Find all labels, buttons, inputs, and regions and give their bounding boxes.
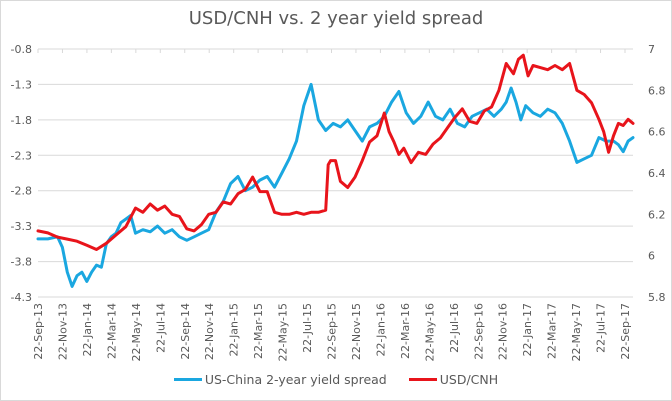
gridlines: [38, 48, 633, 298]
legend-swatch-usdcnh: [408, 378, 437, 381]
x-tick-label: 22-Jul-16: [448, 303, 461, 353]
x-tick-label: 22-Jan-17: [521, 303, 534, 357]
x-tick-label: 22-Jan-14: [81, 303, 94, 357]
y-right-tick-label: 6.2: [648, 208, 666, 221]
x-tick-label: 22-Mar-17: [546, 303, 559, 359]
x-tick-label: 22-Jul-14: [154, 303, 167, 353]
y-right-tick-label: 5.8: [648, 291, 666, 304]
x-tick-label: 22-Nov-13: [56, 303, 69, 360]
y-axis-right: 7 6.8 6.6 6.4 6.2 6 5.8: [648, 43, 666, 304]
x-tick-label: 22-Nov-15: [350, 303, 363, 360]
x-tick-label: 22-Sep-15: [326, 303, 339, 360]
y-right-tick-label: 6.4: [648, 167, 666, 180]
x-tick-label: 22-Nov-16: [497, 303, 510, 360]
y-left-tick-label: -0.8: [11, 43, 32, 56]
x-tick-label: 22-Mar-16: [399, 303, 412, 359]
x-tick-label: 22-May-17: [570, 303, 583, 361]
y-right-tick-label: 6.6: [648, 126, 666, 139]
x-tick-label: 22-Mar-14: [105, 303, 118, 359]
x-axis: 22-Sep-13 22-Nov-13 22-Jan-14 22-Mar-14 22-M…: [32, 49, 632, 361]
x-tick-label: 22-Mar-15: [252, 303, 265, 359]
x-tick-label: 22-Nov-14: [203, 303, 216, 360]
x-tick-label: 22-May-16: [423, 303, 436, 361]
y-left-tick-label: -1.8: [11, 114, 32, 127]
y-left-tick-label: -1.3: [11, 78, 32, 91]
x-tick-label: 22-Jan-15: [228, 303, 241, 357]
series-line-usdcnh: [36, 53, 635, 251]
legend-label-usdcnh: USD/CNH: [439, 372, 499, 387]
y-left-tick-label: -2.3: [11, 149, 32, 162]
y-left-tick-label: -3.8: [11, 256, 32, 269]
x-tick-label: 22-May-15: [277, 303, 290, 361]
y-right-tick-label: 6.8: [648, 84, 666, 97]
x-tick-label: 22-Sep-13: [32, 303, 45, 360]
series-line-yield-spread: [36, 82, 635, 288]
legend-item-yield-spread: US-China 2-year yield spread: [173, 372, 387, 387]
y-left-tick-label: -4.3: [11, 291, 32, 304]
x-tick-label: 22-Sep-14: [179, 303, 192, 360]
x-tick-label: 22-Jul-15: [301, 303, 314, 353]
series-lines: [36, 53, 635, 288]
y-right-tick-label: 7: [648, 43, 655, 56]
x-tick-label: 22-Jul-17: [595, 303, 608, 353]
x-tick-label: 22-May-14: [130, 303, 143, 361]
y-left-tick-label: -2.8: [11, 185, 32, 198]
legend: US-China 2-year yield spread USD/CNH: [0, 372, 672, 387]
y-right-tick-label: 6: [648, 250, 655, 263]
legend-label-yield-spread: US-China 2-year yield spread: [204, 372, 387, 387]
x-tick-label: 22-Jan-16: [374, 303, 387, 357]
x-tick-label: 22-Sep-16: [472, 303, 485, 360]
y-left-tick-label: -3.3: [11, 220, 32, 233]
x-tick-label: 22-Sep-17: [619, 303, 632, 360]
legend-item-usdcnh: USD/CNH: [408, 372, 499, 387]
chart-title: USD/CNH vs. 2 year yield spread: [188, 8, 484, 29]
legend-swatch-yield-spread: [173, 378, 202, 381]
y-axis-left: -0.8 -1.3 -1.8 -2.3 -2.8 -3.3 -3.8 -4.3: [11, 43, 32, 304]
